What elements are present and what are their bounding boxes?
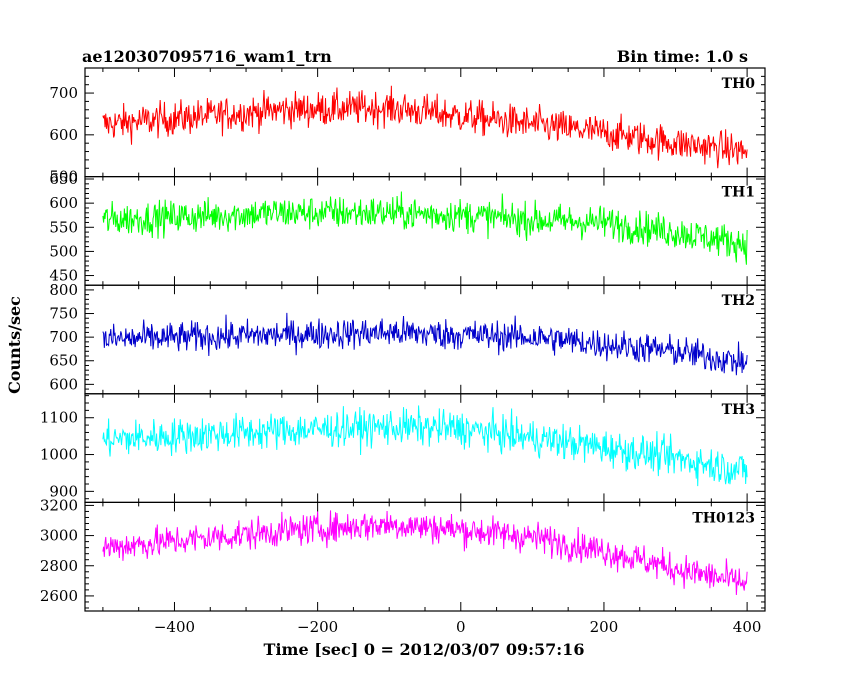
y-tick-label: 900: [49, 482, 78, 500]
series-label: TH0: [722, 76, 756, 92]
panel-th3: 900 1000 1100 TH3: [40, 393, 766, 503]
x-tick-label: −200: [297, 618, 338, 636]
y-tick-label: 2800: [40, 557, 78, 575]
series-label: TH3: [722, 402, 755, 418]
panel-frame: [84, 67, 766, 178]
x-tick-label: 200: [590, 618, 619, 636]
y-tick-label: 700: [49, 328, 78, 346]
series-label: TH2: [722, 293, 755, 309]
y-tick-label: 500: [49, 242, 78, 260]
panel-th2: 600 650 700 750 800 TH2: [49, 281, 766, 395]
x-tick-label: 400: [733, 618, 762, 636]
series-line-th2: [102, 312, 748, 376]
y-tick-label: 550: [49, 218, 78, 236]
panel-th1: 450 500 550 600 650 TH1: [49, 170, 766, 286]
y-tick-label: 600: [49, 375, 78, 393]
y-tick-label: 600: [49, 126, 78, 144]
chart-title: ae120307095716_wam1_trn: [82, 47, 332, 66]
series-line-th0123: [102, 510, 748, 596]
y-tick-label: 650: [49, 352, 78, 370]
x-axis-label: Time [sec] 0 = 2012/03/07 09:57:16: [264, 640, 585, 659]
x-tick-label: −400: [154, 618, 195, 636]
y-tick-label: 1000: [40, 446, 78, 464]
y-tick-label: 750: [49, 305, 78, 323]
series-line-th1: [102, 191, 748, 265]
y-tick-label: 600: [49, 194, 78, 212]
series-label: TH0123: [692, 510, 755, 526]
y-tick-label: 800: [49, 281, 78, 299]
y-tick-label: 2600: [40, 587, 78, 605]
panel-th0: 500 600 700 TH0: [49, 67, 766, 186]
bin-time-label: Bin time: 1.0 s: [617, 47, 748, 66]
series-label: TH1: [722, 185, 755, 201]
y-tick-label: 700: [49, 84, 78, 102]
panels-group: 500 600 700 TH0 450 500 550 600 650 TH1 600 650 700 7…: [40, 67, 766, 612]
y-tick-label: 3000: [40, 527, 78, 545]
y-tick-label: 450: [49, 267, 78, 285]
y-tick-label: 500: [49, 168, 78, 186]
x-tick-label: 0: [456, 618, 466, 636]
y-tick-label: 3200: [40, 496, 78, 514]
y-tick-label: 1100: [40, 409, 78, 427]
x-axis: −400 −200 0 200 400: [154, 618, 762, 636]
y-axis-label: Counts/sec: [5, 296, 24, 394]
panel-frame: [84, 284, 766, 395]
series-line-th0: [102, 85, 748, 169]
y-tick-label: 650: [49, 170, 78, 188]
panel-th0123: 2600 2800 3000 3200 TH0123: [40, 496, 766, 612]
series-line-th3: [102, 405, 748, 487]
